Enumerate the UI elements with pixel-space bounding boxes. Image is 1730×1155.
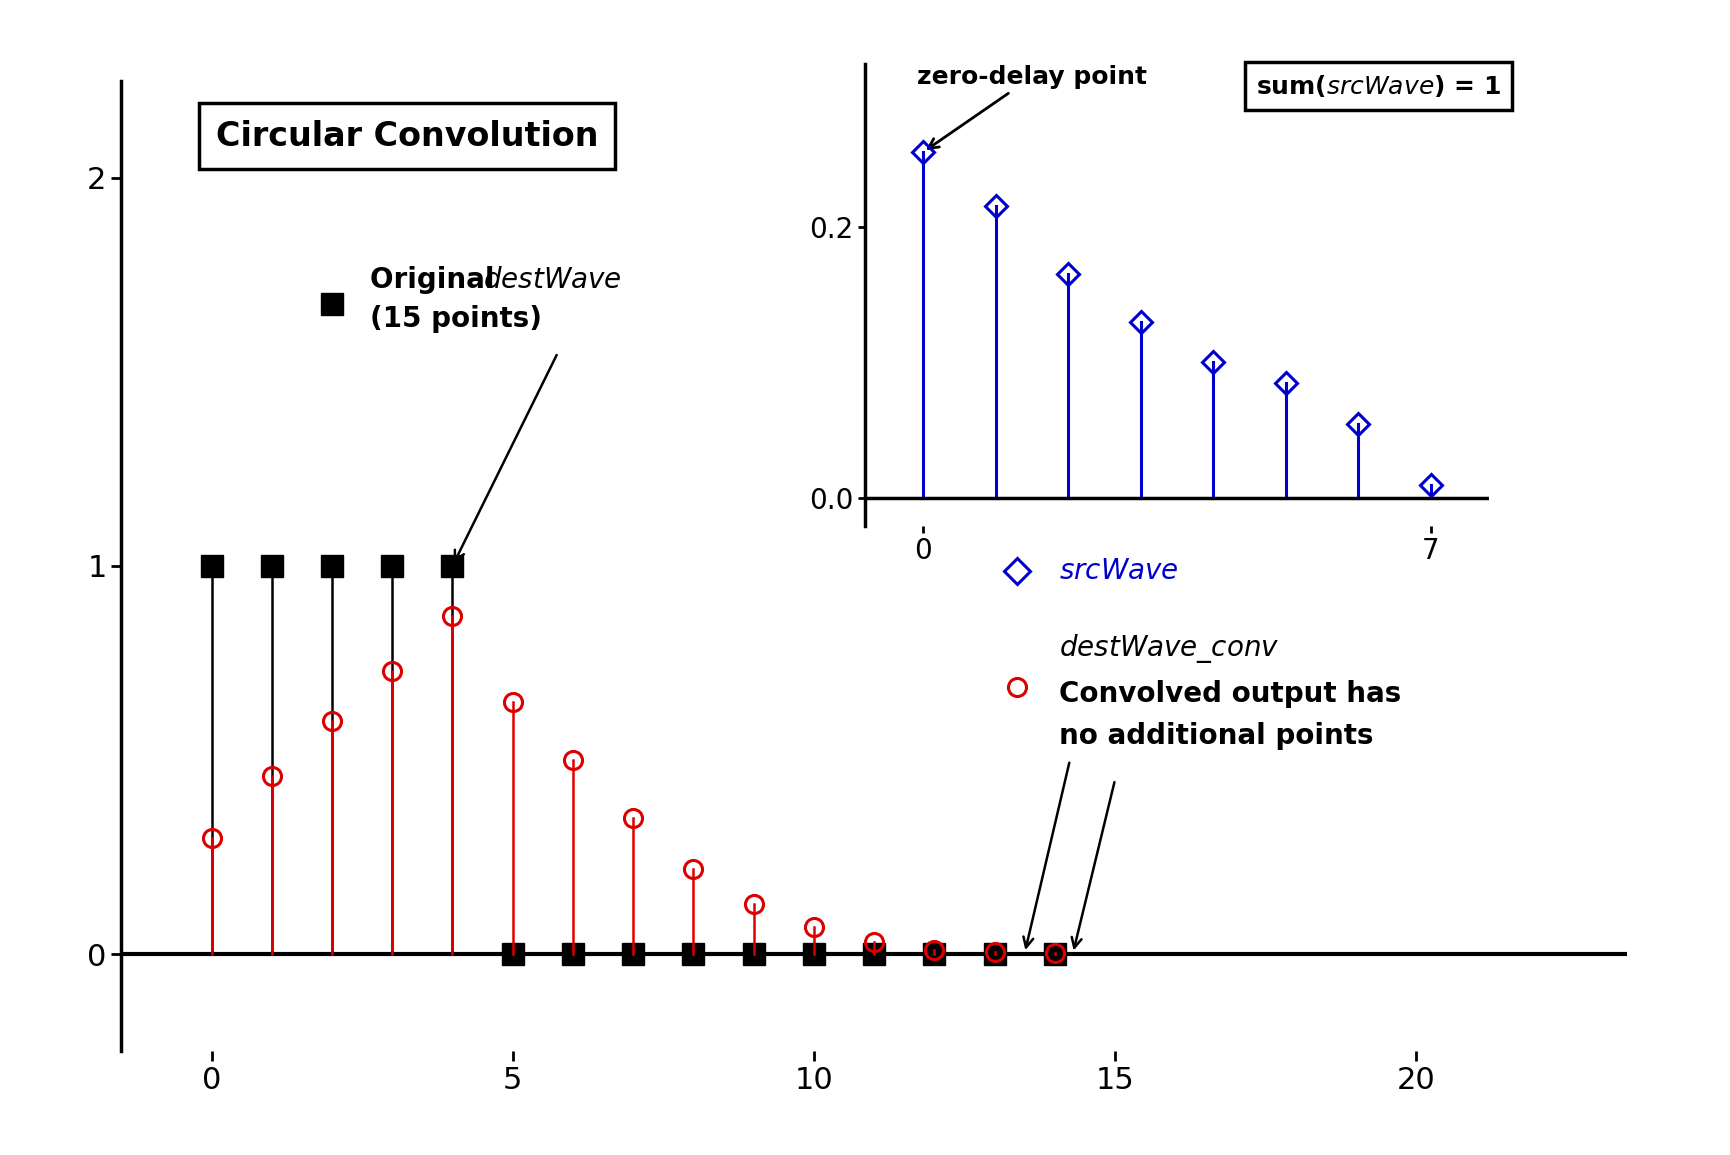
Text: Circular Convolution: Circular Convolution [216,120,599,152]
Text: sum($\mathit{srcWave}$) = 1: sum($\mathit{srcWave}$) = 1 [1256,73,1500,99]
Text: zero-delay point: zero-delay point [917,65,1147,149]
Text: Original: Original [370,266,503,293]
Text: $\mathit{destWave\_conv}$: $\mathit{destWave\_conv}$ [1059,632,1278,665]
Text: $\mathit{destWave}$: $\mathit{destWave}$ [483,266,621,293]
Text: no additional points: no additional points [1059,722,1374,750]
Text: $\mathit{srcWave}$: $\mathit{srcWave}$ [1059,557,1178,584]
Text: (15 points): (15 points) [370,305,541,333]
Text: Convolved output has: Convolved output has [1059,680,1401,708]
